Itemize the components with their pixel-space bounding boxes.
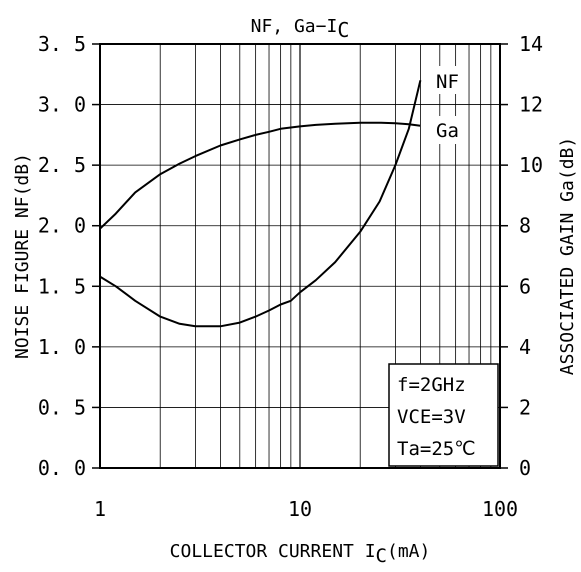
y-right-tick-label: 6: [519, 274, 531, 298]
x-tick-label: 1: [94, 497, 106, 521]
y-left-tick-label: 2. 5: [38, 153, 86, 177]
y-left-tick-labels: 0. 0 0. 5 1. 0 1. 5 2. 0 2. 5 3. 0 3. 5: [38, 32, 100, 480]
conditions-box: f=2GHz VCE=3V Ta=25℃: [388, 363, 499, 467]
y-right-axis-label: ASSOCIATED GAIN Ga(dB): [557, 137, 578, 375]
y-right-tick-labels: 0 2 4 6 8 10 12 14: [500, 32, 543, 480]
ga-series-line: [99, 121, 421, 230]
y-right-tick-label: 0: [519, 456, 531, 480]
x-tick-labels: 1 10 100: [94, 497, 518, 521]
y-right-tick-label: 14: [519, 32, 543, 56]
y-right-tick-label: 12: [519, 93, 543, 117]
condition-frequency: f=2GHz: [397, 374, 466, 396]
chart-title: NF, Ga−IC: [251, 16, 350, 42]
y-right-tick-label: 2: [519, 395, 531, 419]
y-left-tick-label: 1. 5: [38, 274, 86, 298]
y-left-tick-label: 0. 5: [38, 395, 86, 419]
x-tick-label: 10: [288, 497, 312, 521]
y-right-tick-label: 4: [519, 335, 531, 359]
series-layer: [99, 80, 422, 328]
y-right-tick-label: 8: [519, 214, 531, 238]
ga-series-label: Ga: [436, 120, 459, 142]
nf-series-label: NF: [436, 71, 459, 93]
y-left-tick-label: 0. 0: [38, 456, 86, 480]
x-tick-label: 100: [482, 497, 518, 521]
condition-temperature: Ta=25℃: [397, 438, 476, 460]
nf-label-bg: [430, 66, 468, 94]
condition-vce: VCE=3V: [397, 406, 466, 428]
y-left-axis-label: NOISE FIGURE NF(dB): [12, 153, 33, 359]
y-left-tick-label: 1. 0: [38, 335, 86, 359]
nf-series-line: [99, 80, 422, 328]
ga-label-bg: [430, 116, 468, 144]
y-right-tick-label: 10: [519, 153, 543, 177]
y-left-tick-label: 2. 0: [38, 214, 86, 238]
plot-frame: [99, 43, 501, 469]
y-left-tick-label: 3. 0: [38, 93, 86, 117]
x-axis-label: COLLECTOR CURRENT IC(mA): [170, 541, 431, 567]
y-left-tick-label: 3. 5: [38, 32, 86, 56]
conditions-frame: [388, 363, 499, 467]
